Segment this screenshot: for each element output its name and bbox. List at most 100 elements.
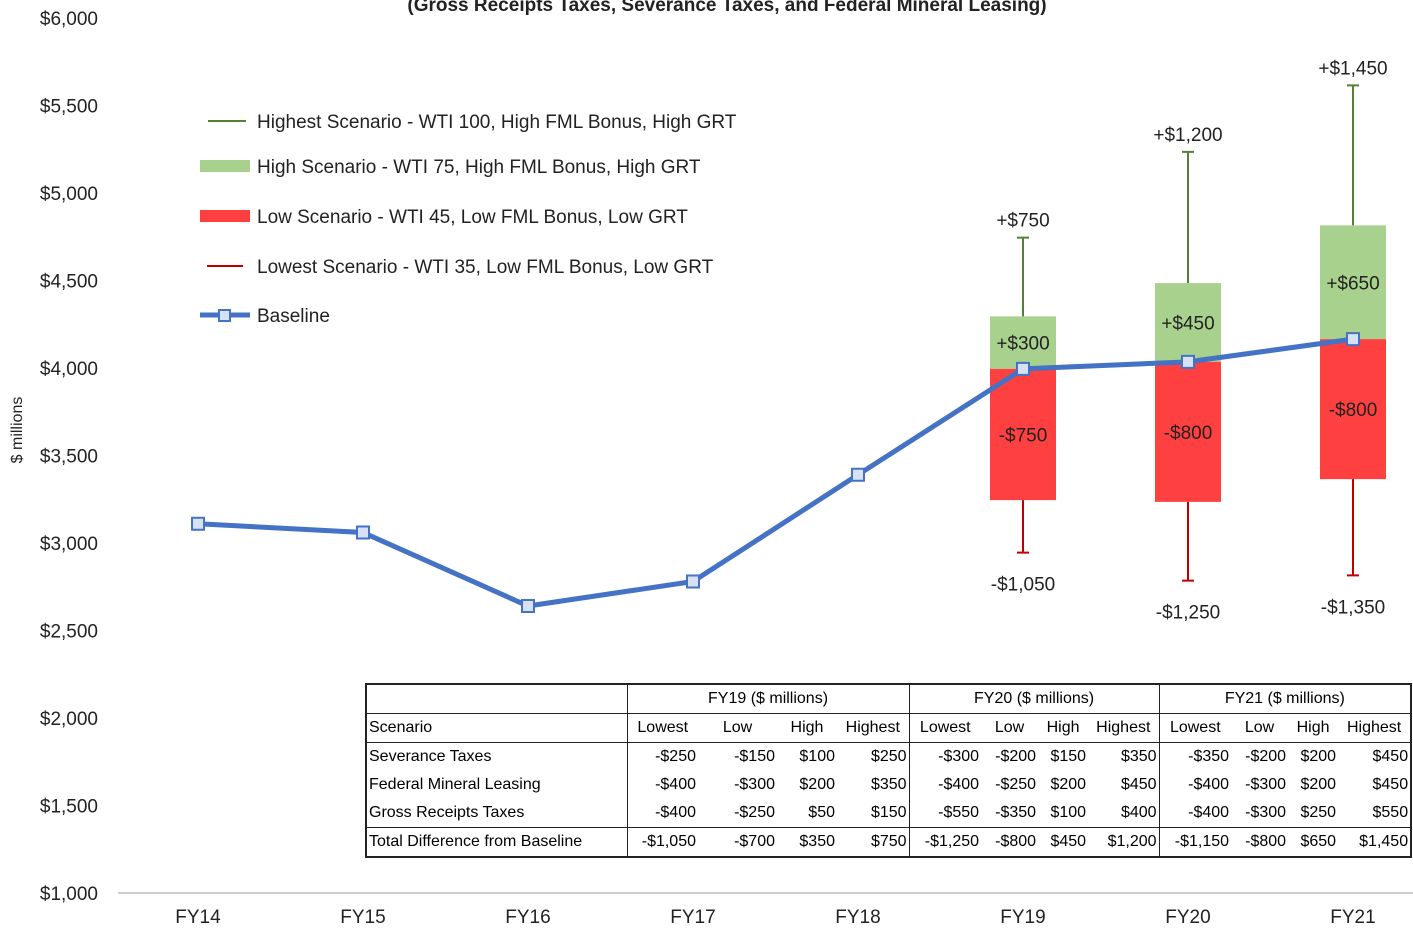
x-tick-label: FY19 [1000, 907, 1045, 928]
table-cell: -$1,250 [909, 827, 982, 857]
table-cell: Highest [1338, 713, 1412, 743]
legend-swatch [218, 309, 231, 322]
baseline-marker [686, 574, 700, 589]
legend-label: Highest Scenario - WTI 100, High FML Bon… [257, 112, 737, 133]
baseline-marker [851, 467, 865, 482]
table-cell: -$250 [734, 804, 775, 821]
baseline-marker [1016, 361, 1030, 376]
baseline-marker [356, 525, 370, 540]
table-cell: -$200 [1245, 748, 1287, 765]
x-tick-label: FY15 [340, 907, 385, 928]
table-cell: Lowest [627, 713, 698, 743]
y-tick-label: $3,000 [40, 534, 98, 555]
table-row: Gross Receipts Taxes -$400 -$250 $50 $150 -$5… [366, 799, 1412, 828]
table-cell: -$300 [1245, 776, 1287, 793]
x-tick-label: FY14 [175, 907, 221, 928]
table-cell: Total Difference from Baseline [366, 827, 628, 857]
y-tick-label: $6,000 [40, 9, 98, 30]
table-cell: -$1,050 [627, 827, 698, 857]
legend-label: High Scenario - WTI 75, High FML Bonus, … [257, 157, 701, 178]
table-cell: $150 [1050, 748, 1087, 765]
table-cell: FY21 ($ millions) [1159, 684, 1412, 714]
table-cell: High [777, 713, 837, 743]
y-tick-label: $5,000 [40, 184, 98, 205]
table-cell: $350 [1088, 742, 1160, 771]
table-cell: $200 [1050, 776, 1087, 793]
table-cell: $100 [1050, 804, 1087, 821]
table-cell: $50 [808, 804, 835, 821]
table-cell: -$250 [995, 776, 1037, 793]
table-cell: -$800 [1231, 827, 1289, 857]
value-label: -$750 [999, 426, 1048, 447]
y-tick-label: $1,000 [40, 884, 98, 905]
value-label: +$650 [1326, 273, 1379, 294]
table-cell: High [1288, 713, 1339, 743]
x-tick-label: FY16 [505, 907, 550, 928]
table-cell: Lowest [1159, 713, 1232, 743]
legend-label: Lowest Scenario - WTI 35, Low FML Bonus,… [257, 257, 714, 278]
table-cell: -$350 [1188, 748, 1230, 765]
table-cell: -$300 [938, 748, 980, 765]
low-bar [990, 368, 1056, 501]
legend-label: Baseline [257, 306, 330, 327]
value-label: -$1,050 [991, 575, 1055, 596]
table-cell: $450 [1338, 742, 1412, 771]
table-cell: Scenario [366, 713, 628, 743]
table-cell: -$400 [655, 804, 696, 821]
value-label: +$300 [996, 334, 1049, 355]
table-cell: $250 [837, 742, 910, 771]
table-cell: -$400 [1188, 776, 1230, 793]
table-cell: $450 [1088, 771, 1160, 799]
table-row: Total Difference from Baseline -$1,050 -$7… [366, 827, 1412, 857]
scenario-table: FY19 ($ millions) FY20 ($ millions) FY21 (… [365, 683, 1413, 858]
table-cell: -$200 [995, 748, 1037, 765]
high-bar [990, 316, 1056, 369]
value-label: -$1,250 [1156, 603, 1220, 624]
value-label: +$1,450 [1318, 58, 1387, 79]
table-cell: FY20 ($ millions) [909, 684, 1160, 714]
baseline-line [197, 336, 1354, 609]
y-tick-label: $2,000 [40, 709, 98, 730]
table-cell: $1,200 [1088, 827, 1160, 857]
table-cell: Lowest [909, 713, 982, 743]
table-cell: -$300 [734, 776, 775, 793]
legend-swatch [200, 160, 250, 172]
table-row: Scenario Lowest Low High Highest Lowest Low Hig… [366, 713, 1412, 743]
table-row: Severance Taxes -$250 -$150 $100 $250 -$300 -$… [366, 742, 1412, 771]
value-label: +$450 [1161, 314, 1214, 335]
table-cell: -$700 [698, 827, 777, 857]
low-bar [1155, 361, 1221, 502]
x-tick-label: FY20 [1165, 907, 1210, 928]
x-tick-label: FY17 [670, 907, 715, 928]
table-cell: FY19 ($ millions) [627, 684, 910, 714]
legend-swatch [200, 210, 250, 222]
table-cell: Low [1231, 713, 1289, 743]
table-cell: $250 [1300, 804, 1337, 821]
y-axis-label: $ millions [9, 397, 26, 464]
table-row: Federal Mineral Leasing -$400 -$300 $200 $35… [366, 771, 1412, 799]
table-cell: $400 [1088, 799, 1160, 828]
legend-label: Low Scenario - WTI 45, Low FML Bonus, Lo… [257, 207, 688, 228]
value-label: -$1,350 [1321, 597, 1385, 618]
table-cell: Low [698, 713, 777, 743]
table-cell: -$350 [995, 804, 1037, 821]
table-cell: -$300 [1245, 804, 1287, 821]
value-label: -$800 [1329, 400, 1378, 421]
y-tick-label: $1,500 [40, 797, 98, 818]
table-cell: Federal Mineral Leasing [366, 771, 628, 799]
table-cell: $200 [799, 776, 835, 793]
table-cell: $550 [1338, 799, 1412, 828]
table-cell: Severance Taxes [366, 742, 628, 771]
low-bar [1320, 339, 1386, 480]
table-cell: $450 [1338, 771, 1412, 799]
table-cell: -$1,150 [1159, 827, 1232, 857]
y-tick-label: $3,500 [40, 447, 98, 468]
table-cell: -$800 [981, 827, 1039, 857]
table-cell: $1,450 [1338, 827, 1412, 857]
y-tick-label: $2,500 [40, 622, 98, 643]
value-label: +$750 [996, 211, 1049, 232]
baseline-marker [1181, 354, 1195, 369]
x-tick-label: FY18 [835, 907, 880, 928]
